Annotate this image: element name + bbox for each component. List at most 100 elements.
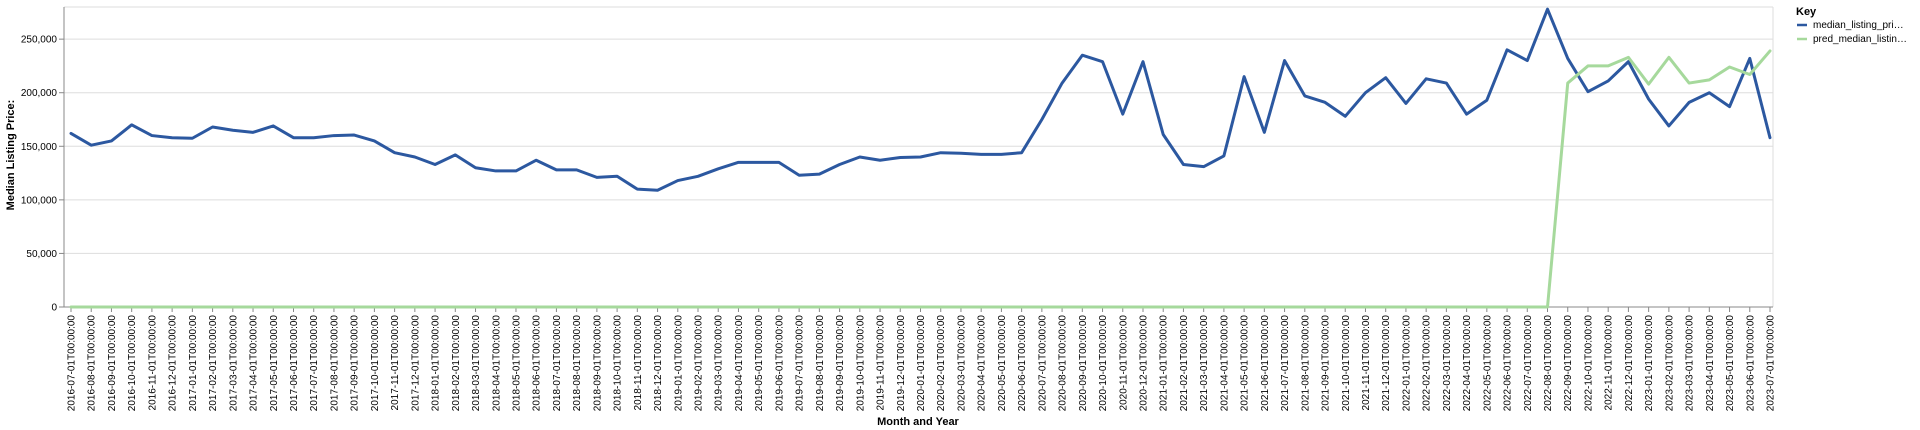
x-tick-label: 2022-03-01T00:00:00: [1442, 315, 1453, 412]
x-tick-label: 2021-03-01T00:00:00: [1199, 315, 1210, 412]
x-tick-label: 2017-07-01T00:00:00: [309, 315, 320, 412]
x-tick-label: 2019-02-01T00:00:00: [694, 315, 705, 412]
series-line-pred-median-listing-price: [69, 49, 1772, 309]
x-tick-label: 2016-11-01T00:00:00: [147, 315, 158, 411]
x-tick-label: 2022-12-01T00:00:00: [1624, 315, 1635, 412]
x-tick-label: 2020-01-01T00:00:00: [916, 315, 927, 412]
x-tick-label: 2021-10-01T00:00:00: [1341, 315, 1352, 412]
x-tick-label: 2017-08-01T00:00:00: [329, 315, 340, 412]
x-tick-label: 2017-05-01T00:00:00: [269, 315, 280, 412]
legend-label: median_listing_pri…: [1813, 20, 1904, 31]
x-axis: 2016-07-01T00:00:00 2016-08-01T00:00:00 20…: [64, 306, 1777, 412]
x-tick-label: 2016-12-01T00:00:00: [168, 315, 179, 412]
x-tick-label: 2017-09-01T00:00:00: [350, 315, 361, 412]
y-tick-label: 100,000: [21, 195, 58, 206]
x-tick-label: 2017-03-01T00:00:00: [228, 315, 239, 412]
x-tick-label: 2022-02-01T00:00:00: [1422, 315, 1433, 412]
x-tick-label: 2017-11-01T00:00:00: [390, 315, 401, 411]
x-tick-label: 2017-04-01T00:00:00: [249, 315, 260, 412]
x-tick-label: 2016-10-01T00:00:00: [127, 315, 138, 412]
x-tick-label: 2020-07-01T00:00:00: [1037, 315, 1048, 412]
x-tick-label: 2019-03-01T00:00:00: [714, 315, 725, 412]
x-tick-label: 2019-09-01T00:00:00: [835, 315, 846, 412]
x-tick-label: 2016-09-01T00:00:00: [107, 315, 118, 412]
x-tick-label: 2016-07-01T00:00:00: [67, 315, 78, 412]
x-tick-label: 2017-01-01T00:00:00: [188, 315, 199, 412]
x-tick-label: 2023-02-01T00:00:00: [1664, 315, 1675, 412]
x-tick-label: 2018-01-01T00:00:00: [431, 315, 442, 412]
x-tick-label: 2018-11-01T00:00:00: [633, 315, 644, 411]
x-tick-label: 2020-09-01T00:00:00: [1078, 315, 1089, 412]
x-tick-label: 2018-12-01T00:00:00: [653, 315, 664, 412]
x-tick-label: 2021-05-01T00:00:00: [1240, 315, 1251, 412]
y-tick-label: 150,000: [21, 142, 58, 153]
x-tick-label: 2019-12-01T00:00:00: [896, 315, 907, 412]
series-line-median-listing-price: [69, 7, 1772, 192]
x-tick-label: 2020-11-01T00:00:00: [1118, 315, 1129, 411]
x-tick-label: 2023-01-01T00:00:00: [1644, 315, 1655, 412]
x-tick-label: 2022-09-01T00:00:00: [1563, 315, 1574, 412]
x-tick-label: 2022-07-01T00:00:00: [1523, 315, 1534, 412]
x-tick-label: 2019-08-01T00:00:00: [815, 315, 826, 412]
x-tick-label: 2018-02-01T00:00:00: [451, 315, 462, 412]
x-tick-label: 2020-02-01T00:00:00: [936, 315, 947, 412]
x-tick-label: 2020-04-01T00:00:00: [977, 315, 988, 412]
x-tick-label: 2021-12-01T00:00:00: [1381, 315, 1392, 412]
x-tick-label: 2022-10-01T00:00:00: [1583, 315, 1594, 412]
x-tick-label: 2020-08-01T00:00:00: [1058, 315, 1069, 412]
x-tick-label: 2021-07-01T00:00:00: [1280, 315, 1291, 412]
x-tick-label: 2023-07-01T00:00:00: [1766, 315, 1777, 412]
x-tick-label: 2022-01-01T00:00:00: [1401, 315, 1412, 412]
y-tick-label: 50,000: [26, 249, 57, 260]
y-axis: 0 50,000 100,000 150,000 200,000 250,000: [21, 7, 65, 314]
x-tick-label: 2020-10-01T00:00:00: [1098, 315, 1109, 412]
x-tick-label: 2023-06-01T00:00:00: [1745, 315, 1756, 412]
x-axis-title: Month and Year: [877, 416, 959, 428]
x-tick-label: 2021-01-01T00:00:00: [1159, 315, 1170, 412]
x-tick-label: 2020-05-01T00:00:00: [997, 315, 1008, 412]
x-tick-label: 2018-10-01T00:00:00: [613, 315, 624, 412]
x-tick-label: 2019-11-01T00:00:00: [876, 315, 887, 411]
x-tick-label: 2019-01-01T00:00:00: [673, 315, 684, 412]
y-tick-label: 200,000: [21, 88, 58, 99]
x-tick-label: 2018-03-01T00:00:00: [471, 315, 482, 412]
x-tick-label: 2023-04-01T00:00:00: [1705, 315, 1716, 412]
x-tick-label: 2018-04-01T00:00:00: [491, 315, 502, 412]
x-tick-label: 2018-08-01T00:00:00: [572, 315, 583, 412]
x-tick-label: 2017-06-01T00:00:00: [289, 315, 300, 412]
legend-label: pred_median_listin…: [1813, 34, 1907, 45]
plot-area: [69, 7, 1772, 309]
x-tick-label: 2020-03-01T00:00:00: [956, 315, 967, 412]
x-tick-label: 2023-03-01T00:00:00: [1685, 315, 1696, 412]
x-tick-label: 2022-11-01T00:00:00: [1604, 315, 1615, 411]
x-tick-label: 2022-05-01T00:00:00: [1482, 315, 1493, 412]
x-tick-label: 2017-10-01T00:00:00: [370, 315, 381, 412]
x-tick-label: 2018-06-01T00:00:00: [532, 315, 543, 412]
x-tick-label: 2021-06-01T00:00:00: [1260, 315, 1271, 412]
x-tick-label: 2019-06-01T00:00:00: [774, 315, 785, 412]
x-tick-label: 2020-12-01T00:00:00: [1138, 315, 1149, 412]
x-tick-label: 2022-08-01T00:00:00: [1543, 315, 1554, 412]
x-tick-label: 2018-05-01T00:00:00: [511, 315, 522, 412]
x-tick-label: 2017-12-01T00:00:00: [410, 315, 421, 412]
x-tick-label: 2022-04-01T00:00:00: [1462, 315, 1473, 412]
x-tick-label: 2017-02-01T00:00:00: [208, 315, 219, 412]
x-tick-label: 2020-06-01T00:00:00: [1017, 315, 1028, 412]
x-tick-label: 2021-09-01T00:00:00: [1321, 315, 1332, 412]
x-tick-label: 2021-08-01T00:00:00: [1300, 315, 1311, 412]
x-tick-label: 2018-09-01T00:00:00: [592, 315, 603, 412]
x-tick-label: 2019-07-01T00:00:00: [795, 315, 806, 412]
x-tick-label: 2023-05-01T00:00:00: [1725, 315, 1736, 412]
y-tick-label: 0: [51, 303, 57, 314]
y-tick-label: 250,000: [21, 35, 58, 46]
x-tick-label: 2019-05-01T00:00:00: [754, 315, 765, 412]
x-tick-label: 2016-08-01T00:00:00: [87, 315, 98, 412]
x-tick-label: 2019-10-01T00:00:00: [855, 315, 866, 412]
x-tick-label: 2021-11-01T00:00:00: [1361, 315, 1372, 411]
x-tick-label: 2021-02-01T00:00:00: [1179, 315, 1190, 412]
x-tick-label: 2019-04-01T00:00:00: [734, 315, 745, 412]
x-tick-label: 2018-07-01T00:00:00: [552, 315, 563, 412]
x-tick-label: 2022-06-01T00:00:00: [1503, 315, 1514, 412]
y-axis-title: Median Listing Price:: [5, 100, 17, 211]
